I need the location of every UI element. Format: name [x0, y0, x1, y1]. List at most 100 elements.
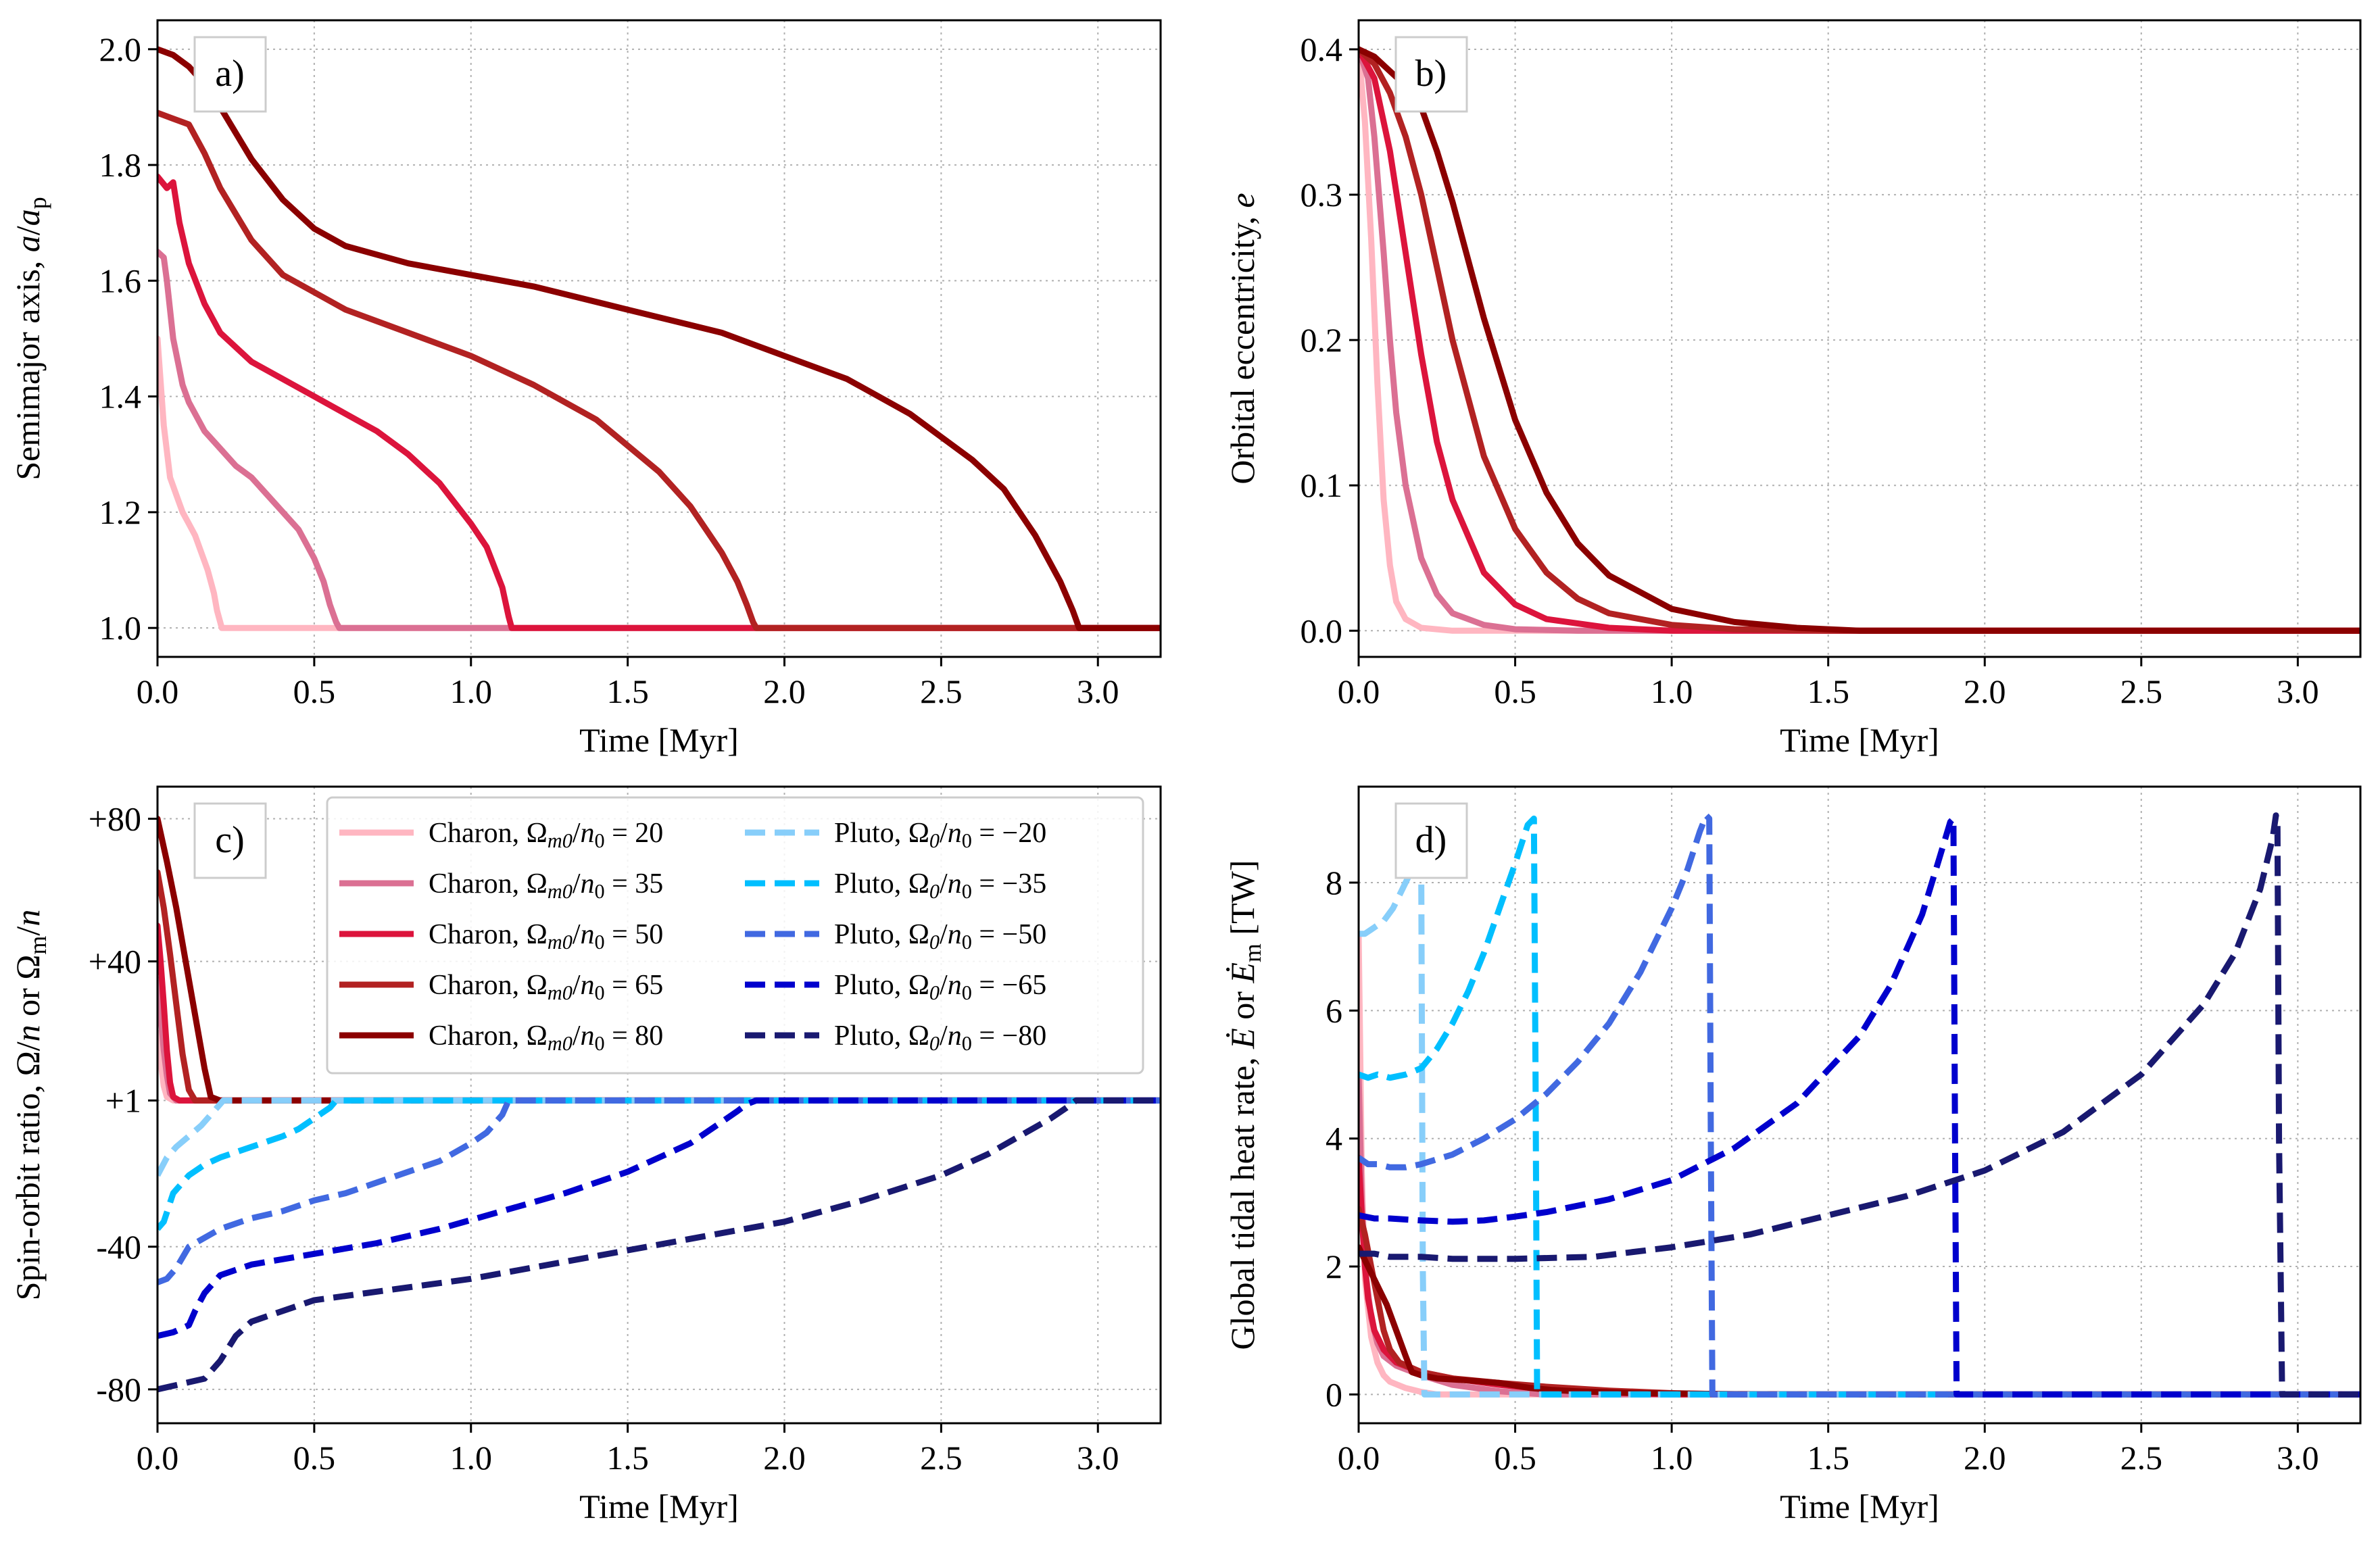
legend-entry: Pluto, Ω0/n0 = −50 — [834, 919, 1046, 954]
label-part: / — [940, 868, 948, 899]
label-part: Charon, Ω — [429, 868, 548, 899]
label-part: / — [940, 970, 948, 1001]
series-line-5 — [157, 816, 1161, 1104]
label-part: = 80 — [605, 1020, 664, 1052]
legend-entry: Charon, Ωm0/n0 = 35 — [429, 868, 663, 903]
y-tick-label: +1 — [105, 1081, 141, 1119]
x-axis-label: Time [Myr] — [579, 721, 739, 759]
panel-label-box — [193, 36, 267, 113]
series-group — [1359, 812, 2360, 1398]
legend-entry: Charon, Ωm0/n0 = 50 — [429, 919, 663, 954]
panel-d: 0.0 0.5 1.0 1.5 2.0 2.5 3.0 0 2 4 6 8 Time [Myr] Glob… — [1223, 785, 2362, 1525]
label-part: m — [24, 936, 51, 955]
series-line-1 — [1359, 46, 2360, 634]
series-line-7 — [157, 1097, 1161, 1231]
label-part: / — [573, 970, 581, 1001]
label-part: Pluto, Ω — [834, 919, 929, 950]
label-part: n — [580, 1020, 594, 1052]
y-tick-label: +40 — [89, 943, 141, 981]
x-tick-label: 0.5 — [293, 1439, 336, 1477]
label-part: = 65 — [605, 970, 664, 1001]
label-part: = 50 — [605, 919, 664, 950]
label-part: 0 — [594, 880, 604, 903]
y-tick-label: 1.2 — [99, 493, 142, 531]
legend-box — [326, 796, 1144, 1075]
legend-entry: Pluto, Ω0/n0 = −80 — [834, 1020, 1046, 1055]
series-line-6 — [157, 1097, 1161, 1177]
label-part: n — [948, 818, 962, 849]
x-tick-label: 3.0 — [2277, 672, 2319, 710]
x-tick-label: 1.5 — [1807, 1439, 1849, 1477]
x-tick-label: 0.0 — [137, 1439, 179, 1477]
panel-label: c) — [215, 819, 245, 861]
y-axis-label: Semimajor axis, a/ap — [9, 197, 51, 480]
label-part: Ė — [1223, 1028, 1261, 1050]
x-axis-label: Time [Myr] — [579, 1487, 739, 1525]
label-part: 0 — [962, 880, 972, 903]
label-part: Ė — [1223, 962, 1261, 984]
label-part: p — [24, 197, 51, 209]
x-tick-label: 1.0 — [450, 1439, 493, 1477]
legend-entry: Pluto, Ω0/n0 = −20 — [834, 818, 1046, 852]
label-part: / — [573, 919, 581, 950]
x-tick-label: 0.0 — [137, 672, 179, 710]
label-part: 0 — [594, 981, 604, 1004]
series-line-8 — [1359, 812, 2360, 1398]
label-part: / — [940, 818, 948, 849]
label-part: [TW] — [1223, 860, 1261, 944]
label-part: Global tidal heat rate, — [1223, 1049, 1261, 1350]
y-tick-label: 0.2 — [1301, 321, 1343, 359]
label-part: 0 — [962, 829, 972, 852]
x-tick-label: 2.0 — [1964, 672, 2006, 710]
label-part: m0 — [548, 931, 573, 954]
y-axis-label: Global tidal heat rate, Ė or Ėm [TW] — [1223, 860, 1266, 1350]
panel-label-box — [1394, 802, 1468, 879]
label-part: Charon, Ω — [429, 919, 548, 950]
y-tick-label: 4 — [1326, 1120, 1342, 1158]
label-part: Charon, Ω — [429, 818, 548, 849]
series-line-3 — [157, 173, 1161, 631]
y-tick-label: 1.4 — [99, 378, 142, 416]
label-part: / — [573, 1020, 581, 1052]
y-tick-label: 1.0 — [99, 609, 142, 647]
label-part: n — [580, 970, 594, 1001]
label-part: / — [9, 927, 47, 936]
x-tick-label: 0.0 — [1338, 1439, 1380, 1477]
label-part: Pluto, Ω — [834, 868, 929, 899]
x-tick-label: 0.5 — [1494, 672, 1536, 710]
y-tick-label: 0.3 — [1301, 176, 1343, 214]
y-tick-label: -40 — [96, 1228, 141, 1266]
y-tick-label: 0.4 — [1301, 30, 1343, 68]
series-line-2 — [157, 249, 1161, 631]
axes-frame — [156, 785, 1162, 1425]
y-axis-label: Orbital eccentricity, e — [1223, 193, 1261, 484]
label-part: 0 — [929, 1032, 940, 1055]
y-tick-label: 2 — [1326, 1248, 1342, 1285]
label-part: / — [940, 919, 948, 950]
y-tick-label: 0 — [1326, 1375, 1342, 1413]
label-part: m0 — [548, 1032, 573, 1055]
label-part: Pluto, Ω — [834, 818, 929, 849]
series-group — [157, 816, 1161, 1393]
label-part: / — [573, 818, 581, 849]
x-tick-label: 1.5 — [606, 672, 649, 710]
label-part: m0 — [548, 829, 573, 852]
panel-label: d) — [1415, 819, 1447, 861]
y-tick-label: -80 — [96, 1371, 141, 1408]
label-part: or — [1223, 983, 1261, 1029]
y-tick-label: 1.6 — [99, 262, 142, 299]
label-part: n — [580, 919, 594, 950]
series-line-10 — [157, 1097, 1161, 1393]
series-line-4 — [157, 109, 1161, 631]
y-tick-label: 0.0 — [1301, 612, 1343, 649]
panel-label: a) — [215, 53, 245, 95]
label-part: = −20 — [972, 818, 1046, 849]
label-part: Charon, Ω — [429, 1020, 548, 1052]
label-part: 0 — [929, 981, 940, 1004]
label-part: a — [9, 209, 47, 226]
x-tick-label: 2.0 — [763, 1439, 806, 1477]
label-part: 0 — [594, 931, 604, 954]
x-tick-label: 1.0 — [1651, 672, 1693, 710]
label-part: n — [948, 868, 962, 899]
